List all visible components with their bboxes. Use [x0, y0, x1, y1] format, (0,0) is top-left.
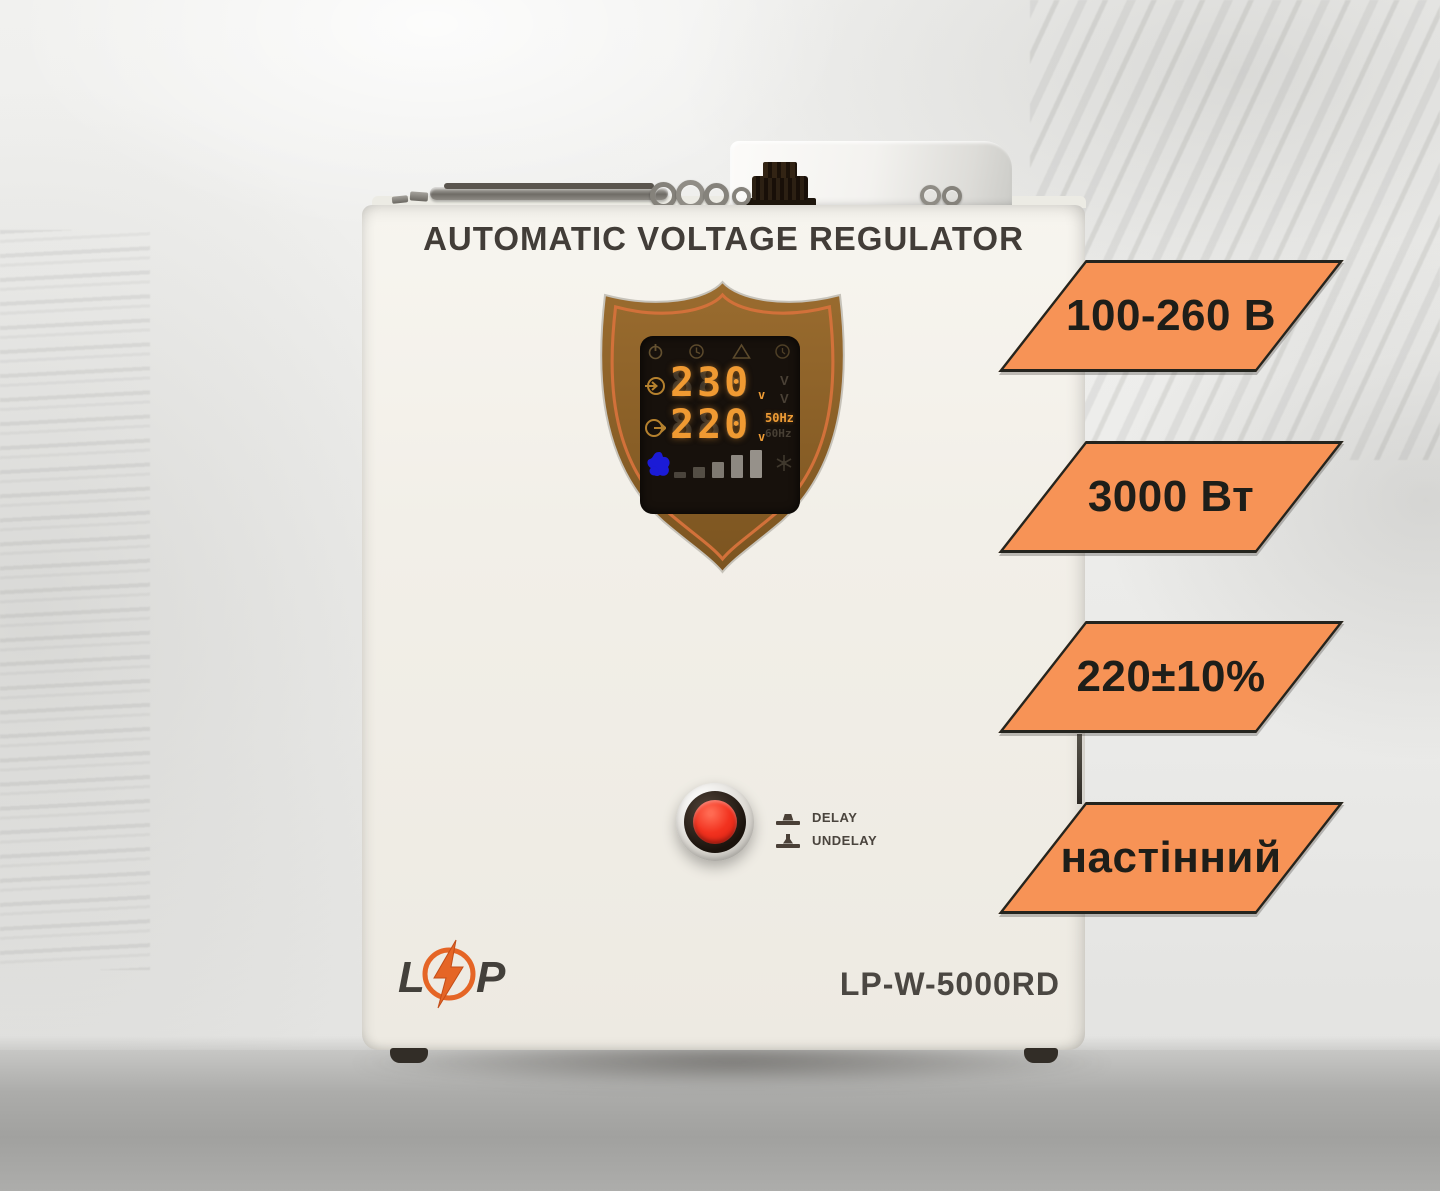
- input-unit-marker: v: [758, 388, 766, 402]
- spec-badge-voltage-range: 100-260 В: [1042, 260, 1300, 372]
- ghost-digits: 888: [670, 360, 752, 406]
- brand-logo: L P: [398, 939, 506, 1009]
- badge-label: 220±10%: [1076, 652, 1266, 701]
- badge-label: настінний: [1060, 833, 1282, 882]
- load-bar: [750, 450, 762, 478]
- terminal-block: [763, 162, 797, 178]
- warning-triangle-icon: [732, 343, 751, 359]
- load-bar: [693, 467, 705, 478]
- output-voltage-readout: 888 220: [670, 405, 774, 445]
- power-icon: [648, 344, 663, 360]
- badge-label: 100-260 В: [1066, 291, 1276, 340]
- button-pressed-icon: [776, 834, 800, 848]
- led-display: 888 230 v V V 888 220 v 50Hz 60Hz: [640, 336, 800, 514]
- power-button-cap: [693, 800, 737, 844]
- device-title: AUTOMATIC VOLTAGE REGULATOR: [423, 220, 1024, 257]
- device-foot: [1024, 1048, 1058, 1063]
- hanging-chain: [388, 178, 968, 209]
- chain-ring: [732, 187, 751, 206]
- blue-indicator-icon: [647, 452, 670, 477]
- undelay-mode-row: UNDELAY: [776, 833, 877, 848]
- load-bar: [731, 455, 743, 478]
- terminal-block: [752, 176, 808, 200]
- badge-label: 3000 Вт: [1087, 472, 1255, 521]
- brand-letter-p: P: [476, 953, 506, 1002]
- undelay-label: UNDELAY: [812, 833, 878, 848]
- clock-icon: [689, 344, 704, 359]
- power-button: [676, 783, 754, 861]
- timer-icon: [775, 344, 790, 359]
- device-shadow: [352, 1044, 1112, 1086]
- output-icon: [645, 419, 666, 437]
- input-voltage-readout: 888 230: [670, 363, 774, 403]
- ghost-digits: 888: [670, 402, 752, 448]
- load-bar: [712, 462, 724, 478]
- output-unit-marker: v: [758, 430, 766, 444]
- brand-letter-l: L: [398, 953, 425, 1002]
- delay-label: DELAY: [812, 810, 858, 825]
- device-foot: [390, 1048, 428, 1063]
- mounting-bracket: [430, 183, 668, 200]
- input-icon: [645, 377, 665, 395]
- terminal-block: [746, 198, 816, 207]
- fan-icon: [776, 455, 792, 471]
- output-voltage-value: 220: [670, 402, 752, 448]
- chain-ring: [920, 185, 941, 206]
- model-number: LP-W-5000RD: [839, 966, 1060, 1002]
- lightning-bolt-icon: [433, 939, 464, 1009]
- spec-badge-power: 3000 Вт: [1042, 441, 1300, 553]
- background-texture: [1030, 0, 1440, 460]
- spec-badge-mount-type: настінний: [1042, 802, 1300, 914]
- chain-link: [409, 191, 429, 202]
- load-bar: [674, 472, 686, 478]
- chain-link: [391, 195, 409, 204]
- volt-indicator: V: [780, 373, 789, 388]
- volt-indicator: V: [780, 391, 789, 406]
- delay-mode-row: DELAY: [776, 810, 857, 825]
- device-edge-shadow: [1077, 734, 1082, 804]
- freq-50hz-label: 50Hz: [765, 411, 794, 425]
- background-texture: [0, 230, 150, 970]
- spec-badge-output-accuracy: 220±10%: [1042, 621, 1300, 733]
- input-voltage-value: 230: [670, 360, 752, 406]
- logo-circle: [422, 947, 476, 1001]
- load-bars: [674, 444, 766, 478]
- chain-ring: [942, 186, 962, 206]
- button-raised-icon: [776, 811, 800, 825]
- freq-60hz-label: 60Hz: [765, 427, 792, 440]
